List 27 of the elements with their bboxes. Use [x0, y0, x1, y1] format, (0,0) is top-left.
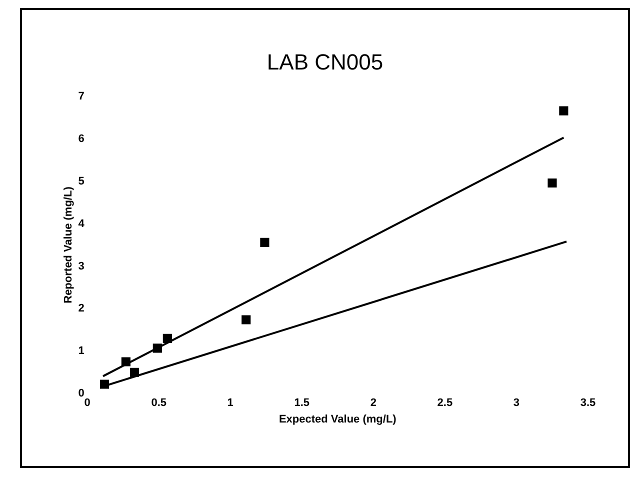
- point: [242, 315, 251, 324]
- x-tick-label: 3: [513, 397, 520, 410]
- point: [548, 178, 557, 188]
- y-tick-label: 5: [78, 175, 84, 188]
- x-axis-title: Expected Value (mg/L): [278, 413, 397, 426]
- x-tick-label: 0.5: [151, 397, 166, 410]
- point: [100, 380, 110, 389]
- y-tick-label: 3: [78, 260, 84, 272]
- x-tick-label: 3.5: [580, 397, 596, 410]
- y-tick-label: 0: [78, 388, 84, 400]
- x-tick-label: 1: [227, 397, 234, 410]
- point: [121, 357, 130, 366]
- x-tick-label: 1.5: [294, 397, 310, 410]
- y-tick-label: 4: [78, 218, 86, 230]
- y-tick-label: 6: [78, 132, 84, 145]
- point: [260, 238, 270, 247]
- y-tick-label: 1: [78, 345, 84, 358]
- point: [162, 334, 172, 343]
- point: [559, 106, 568, 116]
- x-tick-label: 2.5: [437, 397, 453, 410]
- y-tick-label: 2: [78, 302, 84, 315]
- x-tick-label: 2: [370, 397, 376, 410]
- y-tick-label: 7: [78, 90, 84, 102]
- point: [152, 344, 162, 353]
- chart-title: LAB CN005: [266, 49, 384, 74]
- y-axis-title: Reported Value (mg/L): [62, 186, 75, 304]
- point: [130, 368, 140, 377]
